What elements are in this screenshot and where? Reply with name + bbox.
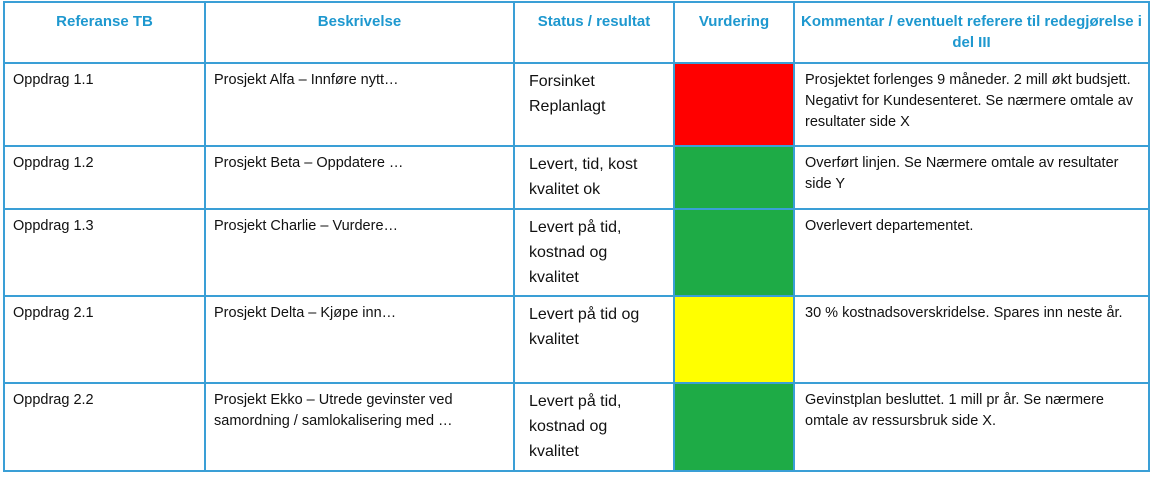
cell-reference: Oppdrag 2.1 xyxy=(3,295,206,384)
cell-description: Prosjekt Charlie – Vurdere… xyxy=(204,208,515,297)
status-text: Forsinket Replanlagt xyxy=(529,73,606,115)
cell-description: Prosjekt Delta – Kjøpe inn… xyxy=(204,295,515,384)
rating-indicator xyxy=(673,208,795,297)
header-reference: Referanse TB xyxy=(3,1,206,64)
header-comment: Kommentar / eventuelt referere til redeg… xyxy=(793,1,1150,64)
description-text: Prosjekt Alfa – Innføre nytt… xyxy=(214,72,399,88)
reference-text: Oppdrag 1.3 xyxy=(13,218,94,234)
description-text: Prosjekt Beta – Oppdatere … xyxy=(214,155,404,171)
header-rating: Vurdering xyxy=(673,1,795,64)
table-row: Oppdrag 2.2 Prosjekt Ekko – Utrede gevin… xyxy=(3,382,1150,472)
cell-status: Levert på tid, kostnad og kvalitet xyxy=(513,382,675,472)
cell-comment: Overført linjen. Se Nærmere omtale av re… xyxy=(793,145,1150,210)
reference-text: Oppdrag 2.1 xyxy=(13,305,94,321)
cell-reference: Oppdrag 2.2 xyxy=(3,382,206,472)
reference-text: Oppdrag 1.2 xyxy=(13,155,94,171)
table-row: Oppdrag 1.1 Prosjekt Alfa – Innføre nytt… xyxy=(3,62,1150,147)
comment-text: Gevinstplan besluttet. 1 mill pr år. Se … xyxy=(805,392,1104,429)
cell-status: Levert på tid, kostnad og kvalitet xyxy=(513,208,675,297)
cell-reference: Oppdrag 1.2 xyxy=(3,145,206,210)
header-status: Status / resultat xyxy=(513,1,675,64)
description-text: Prosjekt Ekko – Utrede gevinster ved sam… xyxy=(214,392,453,429)
cell-description: Prosjekt Ekko – Utrede gevinster ved sam… xyxy=(204,382,515,472)
header-description: Beskrivelse xyxy=(204,1,515,64)
cell-description: Prosjekt Beta – Oppdatere … xyxy=(204,145,515,210)
status-text: Levert på tid og kvalitet xyxy=(529,306,640,348)
cell-status: Forsinket Replanlagt xyxy=(513,62,675,147)
header-row: Referanse TB Beskrivelse Status / result… xyxy=(3,1,1150,64)
status-table: Referanse TB Beskrivelse Status / result… xyxy=(3,1,1150,472)
cell-reference: Oppdrag 1.3 xyxy=(3,208,206,297)
cell-description: Prosjekt Alfa – Innføre nytt… xyxy=(204,62,515,147)
description-text: Prosjekt Charlie – Vurdere… xyxy=(214,218,399,234)
rating-indicator xyxy=(673,382,795,472)
table-row: Oppdrag 2.1 Prosjekt Delta – Kjøpe inn… … xyxy=(3,295,1150,384)
description-text: Prosjekt Delta – Kjøpe inn… xyxy=(214,305,397,321)
cell-comment: Prosjektet forlenges 9 måneder. 2 mill ø… xyxy=(793,62,1150,147)
rating-indicator xyxy=(673,62,795,147)
rating-indicator xyxy=(673,295,795,384)
cell-status: Levert, tid, kost kvalitet ok xyxy=(513,145,675,210)
comment-text: 30 % kostnadsoverskridelse. Spares inn n… xyxy=(805,305,1123,321)
cell-reference: Oppdrag 1.1 xyxy=(3,62,206,147)
rating-indicator xyxy=(673,145,795,210)
comment-text: Overført linjen. Se Nærmere omtale av re… xyxy=(805,155,1119,192)
cell-comment: Gevinstplan besluttet. 1 mill pr år. Se … xyxy=(793,382,1150,472)
cell-comment: Overlevert departementet. xyxy=(793,208,1150,297)
comment-text: Prosjektet forlenges 9 måneder. 2 mill ø… xyxy=(805,72,1134,130)
cell-comment: 30 % kostnadsoverskridelse. Spares inn n… xyxy=(793,295,1150,384)
status-text: Levert, tid, kost kvalitet ok xyxy=(529,156,638,198)
table-row: Oppdrag 1.3 Prosjekt Charlie – Vurdere… … xyxy=(3,208,1150,297)
comment-text: Overlevert departementet. xyxy=(805,218,974,234)
table-row: Oppdrag 1.2 Prosjekt Beta – Oppdatere … … xyxy=(3,145,1150,210)
reference-text: Oppdrag 1.1 xyxy=(13,72,94,88)
status-text: Levert på tid, kostnad og kvalitet xyxy=(529,219,622,286)
status-text: Levert på tid, kostnad og kvalitet xyxy=(529,393,622,460)
reference-text: Oppdrag 2.2 xyxy=(13,392,94,408)
cell-status: Levert på tid og kvalitet xyxy=(513,295,675,384)
